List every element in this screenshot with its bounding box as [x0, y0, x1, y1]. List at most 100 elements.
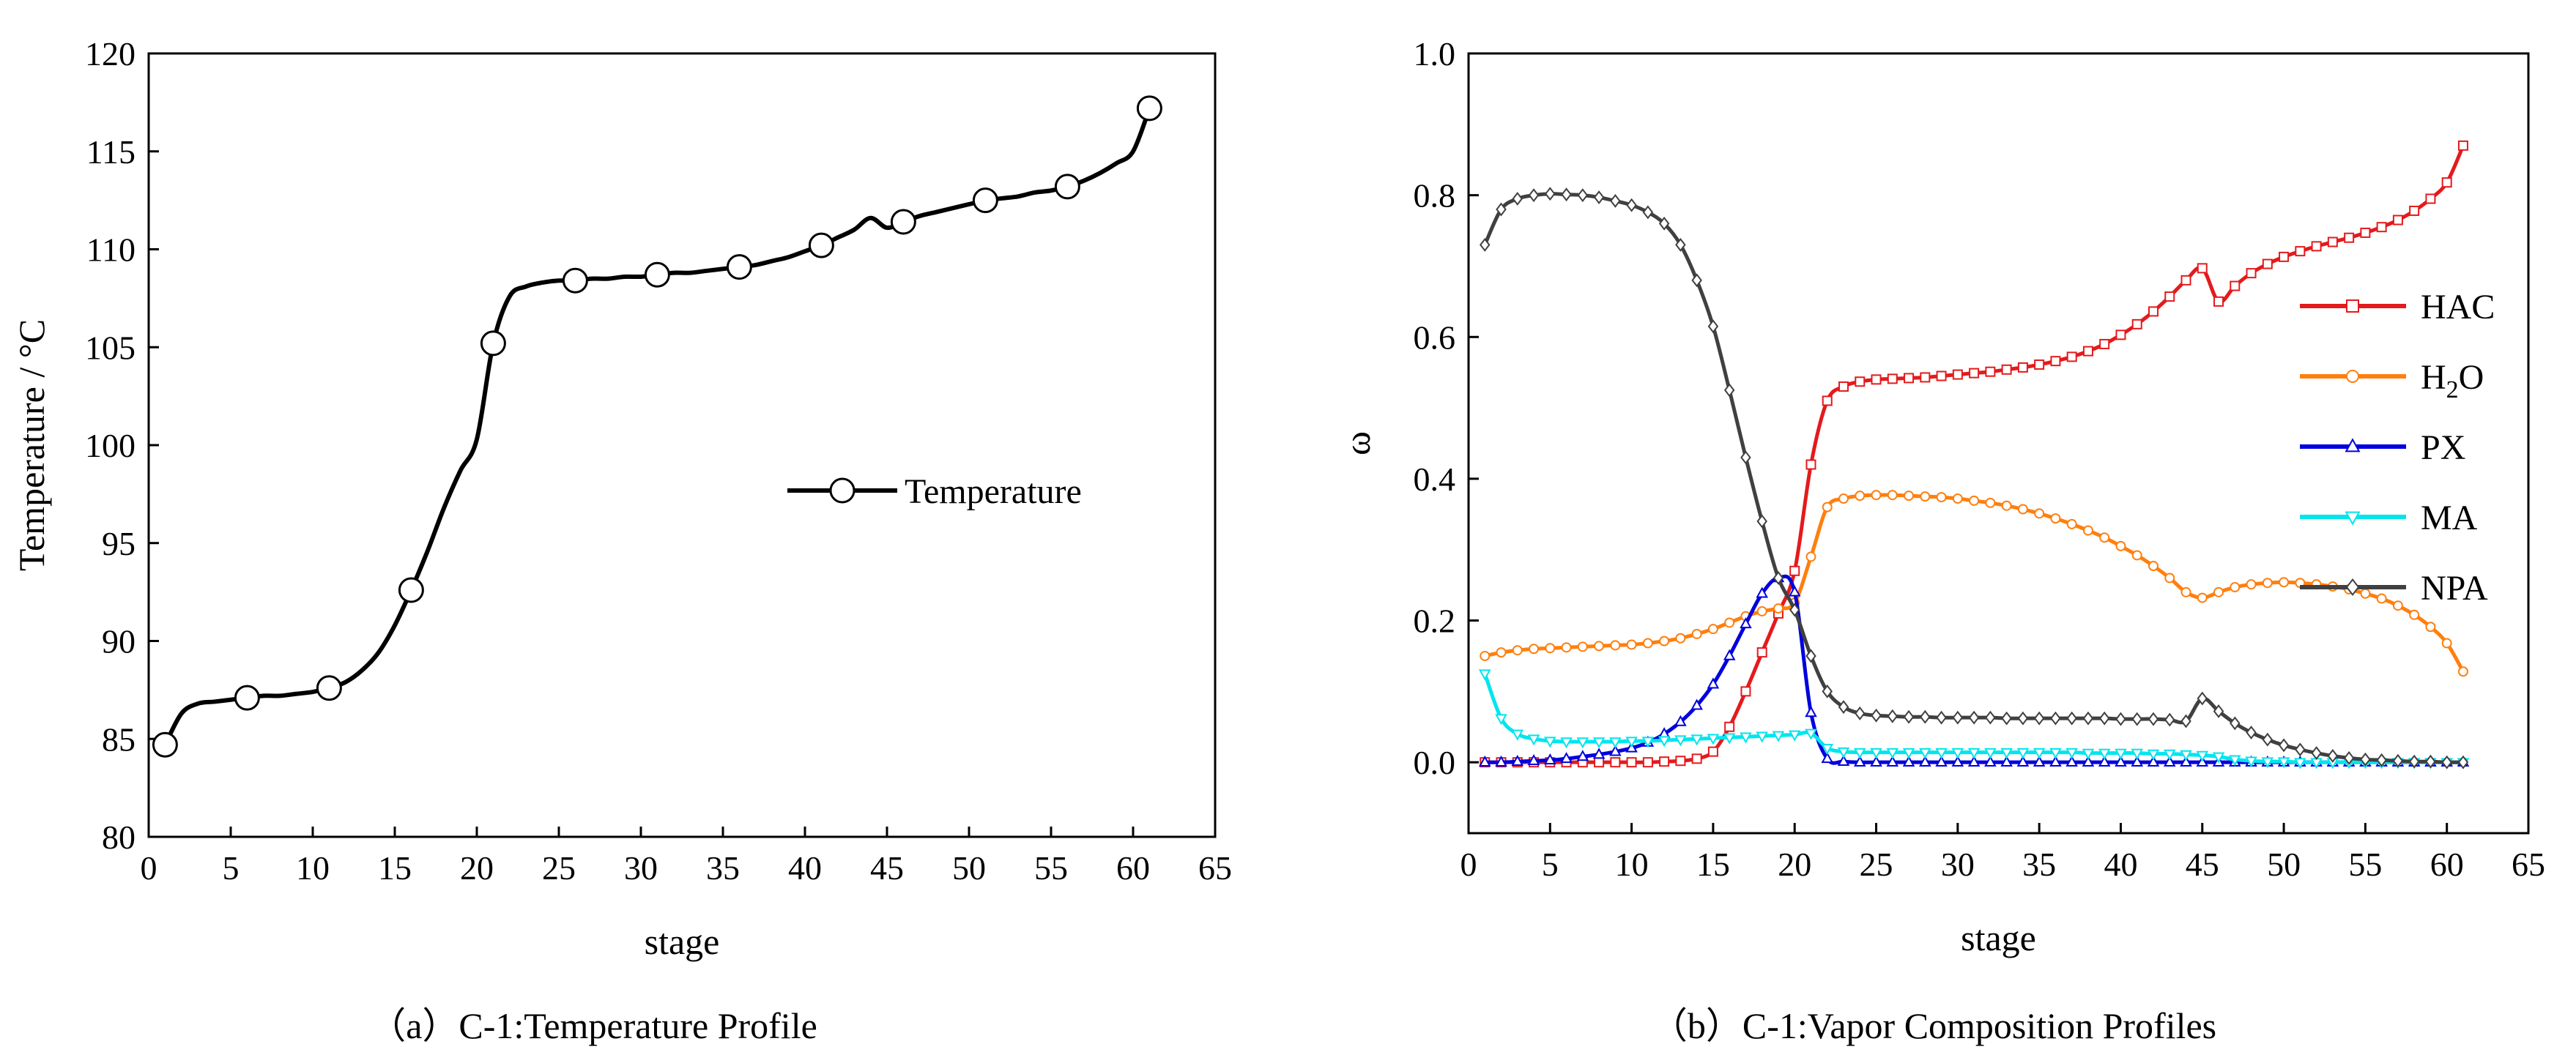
- npa-point: [2230, 716, 2241, 731]
- h2o-point: [2409, 609, 2420, 620]
- composition-chart: 0 5 10 15 20 25 30 35 40 45 50 55 60 65 0.0 0.2 0.4 0.6 0.…: [1337, 35, 2545, 958]
- plot-frame: [147, 52, 1217, 838]
- hac-point: [2376, 222, 2387, 233]
- npa-point: [1593, 190, 1605, 204]
- hac-point: [1855, 376, 1866, 387]
- px-point: [1495, 755, 1507, 767]
- ma-point: [1674, 735, 1687, 747]
- x-tick-label: 50: [952, 849, 986, 887]
- hac-point: [2262, 258, 2273, 269]
- ma-point: [1723, 733, 1736, 745]
- npa-point: [1822, 684, 1833, 698]
- npa-point: [1545, 187, 1556, 201]
- caption-right: （b）C-1:Vapor Composition Profiles: [1651, 1005, 2216, 1046]
- y-tick-label: 85: [102, 720, 136, 758]
- hac-point: [1675, 756, 1686, 767]
- ma-point: [2033, 748, 2046, 759]
- npa-point: [1512, 192, 1523, 206]
- npa-point: [2180, 714, 2191, 728]
- npa-point: [2376, 753, 2387, 767]
- ma-point: [1560, 737, 1573, 749]
- hac-point: [2180, 275, 2191, 286]
- npa-line: [1482, 192, 2463, 764]
- npa-point: [2098, 711, 2110, 726]
- y-tick-label: 0.8: [1414, 177, 1456, 215]
- npa-point: [2441, 755, 2452, 769]
- ma-point: [2212, 752, 2225, 764]
- ma-point: [1527, 734, 1540, 746]
- hac-point: [2295, 246, 2306, 257]
- temperature-point: [480, 330, 506, 357]
- h2o-point: [2262, 578, 2273, 589]
- ma-point: [2016, 748, 2030, 759]
- npa-point: [1658, 216, 1670, 231]
- hac-point: [2246, 268, 2257, 279]
- h2o-point: [1805, 551, 1816, 562]
- temperature-chart: 0 5 10 15 20 25 30 35 40 45 50 55 60 65 80 85 90 95 100 105…: [11, 35, 1232, 962]
- npa-point: [2001, 711, 2012, 726]
- px-point: [1511, 754, 1524, 767]
- px-point: [1674, 715, 1687, 726]
- ma-point: [1902, 748, 1915, 759]
- px-point: [2180, 755, 2192, 767]
- npa-point: [1610, 193, 1621, 208]
- x-tick-label: 15: [1696, 846, 1730, 883]
- hac-point: [2082, 346, 2093, 357]
- ma-point: [1788, 730, 1801, 742]
- ma-point: [2082, 748, 2095, 760]
- ma-point: [2294, 758, 2306, 769]
- px-point: [2147, 755, 2160, 767]
- hac-point: [1789, 565, 1800, 576]
- temperature-point: [644, 261, 670, 288]
- hac-point: [1822, 395, 1833, 406]
- h2o-point: [1838, 493, 1849, 504]
- npa-point: [1805, 649, 1816, 663]
- y-tick-label: 1.0: [1414, 35, 1456, 72]
- temperature-point: [562, 267, 588, 294]
- npa-point: [1707, 319, 1719, 334]
- h2o-point: [2441, 638, 2452, 649]
- ma-point: [2163, 749, 2176, 761]
- hac-point: [2409, 205, 2420, 216]
- npa-point: [1642, 205, 1654, 220]
- temperature-point: [316, 675, 342, 701]
- h2o-point: [1496, 647, 1507, 658]
- px-point: [2082, 755, 2095, 767]
- h2o-point: [1626, 639, 1637, 650]
- hac-point: [2360, 227, 2371, 238]
- legend-marker-hac: [2346, 299, 2359, 313]
- px-point: [1870, 755, 1882, 767]
- hac-point: [1626, 757, 1637, 768]
- y-tick-label: 115: [86, 133, 136, 171]
- temperature-point: [398, 577, 424, 603]
- h2o-point: [1773, 603, 1783, 614]
- ma-point: [1690, 734, 1703, 746]
- hac-point: [1887, 373, 1898, 384]
- px-point: [2033, 755, 2046, 767]
- ma-point: [1592, 737, 1606, 749]
- px-point: [2098, 755, 2111, 767]
- npa-point: [1723, 383, 1735, 398]
- npa-point: [1577, 188, 1589, 203]
- hac-point: [1871, 374, 1882, 385]
- px-point: [1919, 755, 1931, 767]
- x-tick-label: 30: [1941, 846, 1975, 883]
- npa-point: [2148, 712, 2159, 726]
- hac-point: [2115, 329, 2126, 340]
- x-tick-label: 55: [2348, 846, 2382, 883]
- x-axis-title: stage: [645, 921, 720, 962]
- legend-marker-ma: [2345, 511, 2361, 526]
- legend-label-hac: HAC: [2421, 288, 2495, 327]
- px-point: [1886, 755, 1899, 767]
- npa-point: [1626, 198, 1637, 212]
- x-tick-label: 45: [870, 849, 904, 887]
- x-tick-label: 60: [1116, 849, 1150, 887]
- h2o-point: [1822, 502, 1833, 512]
- h2o-point: [1577, 641, 1588, 652]
- h2o-point: [2425, 622, 2436, 633]
- px-point: [1576, 750, 1589, 761]
- npa-point: [2262, 732, 2274, 747]
- hac-point: [2392, 215, 2403, 225]
- y-tick-label: 90: [102, 623, 136, 660]
- ma-point: [2180, 750, 2192, 761]
